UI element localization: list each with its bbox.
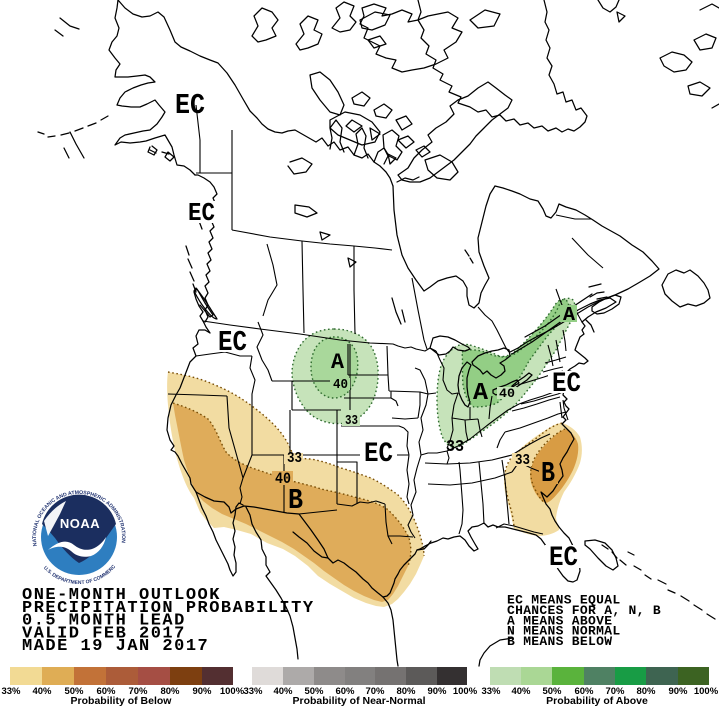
svg-text:A: A	[563, 304, 576, 326]
svg-text:ONE-MONTH OUTLOOK: ONE-MONTH OUTLOOK	[22, 586, 221, 605]
svg-text:100%: 100%	[694, 686, 719, 697]
svg-text:70%: 70%	[605, 686, 625, 697]
svg-text:MADE 19 JAN 2017: MADE 19 JAN 2017	[22, 637, 209, 656]
svg-text:EC MEANS EQUAL: EC MEANS EQUAL	[507, 593, 620, 608]
svg-text:40: 40	[275, 470, 291, 488]
svg-text:33%: 33%	[243, 686, 263, 697]
svg-text:40%: 40%	[511, 686, 531, 697]
svg-text:A MEANS ABOVE: A MEANS ABOVE	[507, 613, 612, 628]
svg-text:40%: 40%	[273, 686, 293, 697]
svg-text:33: 33	[515, 452, 530, 469]
svg-text:40%: 40%	[32, 686, 52, 697]
svg-text:60%: 60%	[574, 686, 594, 697]
svg-text:33: 33	[345, 413, 358, 429]
svg-text:33%: 33%	[481, 686, 501, 697]
svg-text:60%: 60%	[335, 686, 355, 697]
svg-text:100%: 100%	[453, 686, 478, 697]
svg-text:EC: EC	[549, 543, 578, 574]
svg-text:70%: 70%	[365, 686, 385, 697]
svg-text:EC: EC	[364, 439, 393, 470]
svg-text:33%: 33%	[1, 686, 21, 697]
svg-text:EC: EC	[188, 198, 215, 228]
svg-text:33: 33	[287, 450, 302, 467]
svg-text:33: 33	[446, 438, 464, 457]
svg-text:VALID FEB 2017: VALID FEB 2017	[22, 624, 186, 643]
svg-text:90%: 90%	[192, 686, 212, 697]
svg-text:90%: 90%	[427, 686, 447, 697]
svg-text:50%: 50%	[304, 686, 324, 697]
svg-text:Probability of Above: Probability of Above	[546, 695, 648, 707]
svg-text:80%: 80%	[160, 686, 180, 697]
svg-text:100%: 100%	[220, 686, 245, 697]
svg-text:PRECIPITATION PROBABILITY: PRECIPITATION PROBABILITY	[22, 599, 315, 618]
svg-text:B MEANS BELOW: B MEANS BELOW	[507, 634, 612, 649]
svg-text:80%: 80%	[636, 686, 656, 697]
svg-text:80%: 80%	[396, 686, 416, 697]
svg-text:EC: EC	[175, 89, 205, 122]
svg-text:A: A	[473, 380, 489, 407]
svg-text:0.5 MONTH LEAD: 0.5 MONTH LEAD	[22, 612, 186, 631]
svg-text:70%: 70%	[128, 686, 148, 697]
svg-text:90%: 90%	[668, 686, 688, 697]
svg-text:40: 40	[499, 386, 515, 401]
svg-text:B: B	[288, 484, 303, 517]
svg-text:40: 40	[333, 377, 348, 393]
svg-text:50%: 50%	[64, 686, 84, 697]
svg-text:Probability of Below: Probability of Below	[71, 695, 173, 707]
svg-text:A: A	[331, 350, 345, 375]
svg-text:B: B	[541, 457, 555, 490]
svg-text:EC: EC	[218, 326, 247, 359]
svg-text:CHANCES FOR A, N, B: CHANCES FOR A, N, B	[507, 603, 661, 618]
svg-text:Probability of Near-Normal: Probability of Near-Normal	[292, 695, 425, 707]
svg-text:N MEANS NORMAL: N MEANS NORMAL	[507, 624, 620, 639]
svg-text:60%: 60%	[96, 686, 116, 697]
svg-text:NOAA: NOAA	[60, 516, 100, 531]
svg-text:50%: 50%	[542, 686, 562, 697]
svg-text:EC: EC	[552, 369, 581, 400]
